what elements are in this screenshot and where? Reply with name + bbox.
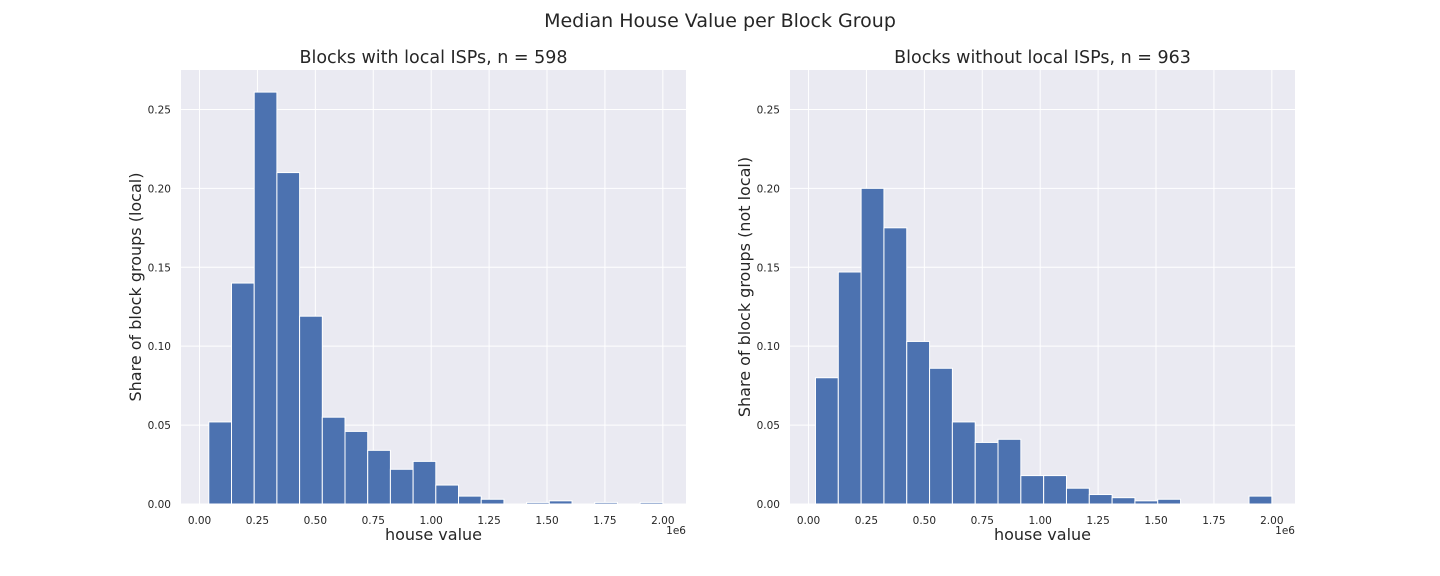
histogram-bar: [458, 495, 482, 505]
y-axis-label: Share of block groups (local): [126, 173, 145, 402]
x-tick-label: 1.25: [1086, 515, 1109, 527]
x-tick-label: 1.75: [593, 515, 616, 527]
panel-title: Blocks without local ISPs, n = 963: [894, 48, 1191, 68]
y-tick-label: 0.10: [148, 341, 171, 353]
panel-title: Blocks with local ISPs, n = 598: [299, 48, 567, 68]
x-tick-label: 0.50: [913, 515, 936, 527]
x-tick-label: 1.00: [1028, 515, 1051, 527]
y-tick-label: 0.00: [757, 499, 780, 511]
x-tick-label: 2.00: [1260, 515, 1283, 527]
figure-title: Median House Value per Block Group: [544, 10, 896, 32]
histogram-bar: [594, 501, 618, 505]
histogram-bar: [435, 484, 460, 505]
histogram-bar: [1111, 497, 1136, 505]
y-tick-label: 0.20: [148, 183, 171, 195]
histogram-bar: [208, 421, 233, 505]
x-tick-label: 0.50: [304, 515, 327, 527]
histogram-bar: [906, 340, 931, 505]
panel-local: 0.00 0.25 0.50 0.75 1.00 1.25 1.50 1.75 2.00 0.00…: [126, 48, 686, 544]
histogram-bar: [253, 91, 278, 505]
x-tick-label: 1.00: [419, 515, 442, 527]
histogram-bar: [299, 315, 323, 505]
histogram-bar: [344, 430, 369, 505]
histogram-bar: [231, 282, 255, 505]
x-tick-label: 0.25: [246, 515, 269, 527]
histogram-bar: [321, 416, 346, 505]
y-tick-label: 0.20: [757, 183, 780, 195]
histogram-bar: [974, 441, 999, 505]
histogram-bar: [814, 377, 839, 505]
x-tick-label: 1.50: [1144, 515, 1167, 527]
histogram-bar: [639, 501, 664, 505]
x-axis-label: house value: [385, 525, 482, 544]
histogram-bar: [1043, 475, 1067, 505]
x-axis-label: house value: [994, 525, 1091, 544]
histogram-bar: [1248, 495, 1273, 505]
histogram-bar: [1065, 487, 1090, 505]
x-tick-label: 1.50: [535, 515, 558, 527]
y-tick-label: 0.10: [757, 341, 780, 353]
y-tick-label: 0.25: [148, 104, 171, 116]
y-tick-label: 0.00: [148, 499, 171, 511]
y-tick-label: 0.25: [757, 104, 780, 116]
y-tick-label: 0.15: [757, 262, 780, 274]
histogram-bar: [1134, 500, 1159, 505]
histogram-bar: [1020, 475, 1045, 505]
x-tick-label: 0.75: [362, 515, 385, 527]
x-axis-offset-label: 1e6: [1275, 525, 1295, 537]
x-tick-label: 0.75: [971, 515, 994, 527]
x-tick-label: 0.00: [797, 515, 820, 527]
histogram-bar: [526, 501, 550, 505]
histogram-bar: [1157, 498, 1182, 505]
histogram-bar: [997, 438, 1022, 505]
panel-not-local: 0.00 0.25 0.50 0.75 1.00 1.25 1.50 1.75 2.00 0.00…: [735, 48, 1295, 544]
histogram-bar: [276, 172, 301, 505]
x-tick-label: 0.25: [855, 515, 878, 527]
histogram-bar: [929, 367, 953, 505]
histogram-bar: [367, 449, 391, 505]
x-axis-offset-label: 1e6: [666, 525, 686, 537]
x-tick-label: 1.75: [1202, 515, 1225, 527]
histogram-bar: [1088, 494, 1113, 505]
x-tick-label: 2.00: [651, 515, 674, 527]
y-tick-label: 0.15: [148, 262, 171, 274]
y-tick-label: 0.05: [148, 420, 171, 432]
y-axis-label: Share of block groups (not local): [735, 157, 754, 417]
x-tick-label: 0.00: [188, 515, 211, 527]
y-tick-label: 0.05: [757, 420, 780, 432]
histogram-bar: [412, 460, 437, 505]
histogram-bar: [883, 227, 908, 505]
x-tick-label: 1.25: [477, 515, 500, 527]
histogram-bar: [389, 468, 414, 505]
histogram-bar: [480, 498, 505, 505]
histogram-bar: [837, 271, 862, 505]
histogram-bar: [548, 500, 573, 505]
histogram-bar: [860, 187, 885, 505]
histogram-bar: [951, 421, 976, 505]
